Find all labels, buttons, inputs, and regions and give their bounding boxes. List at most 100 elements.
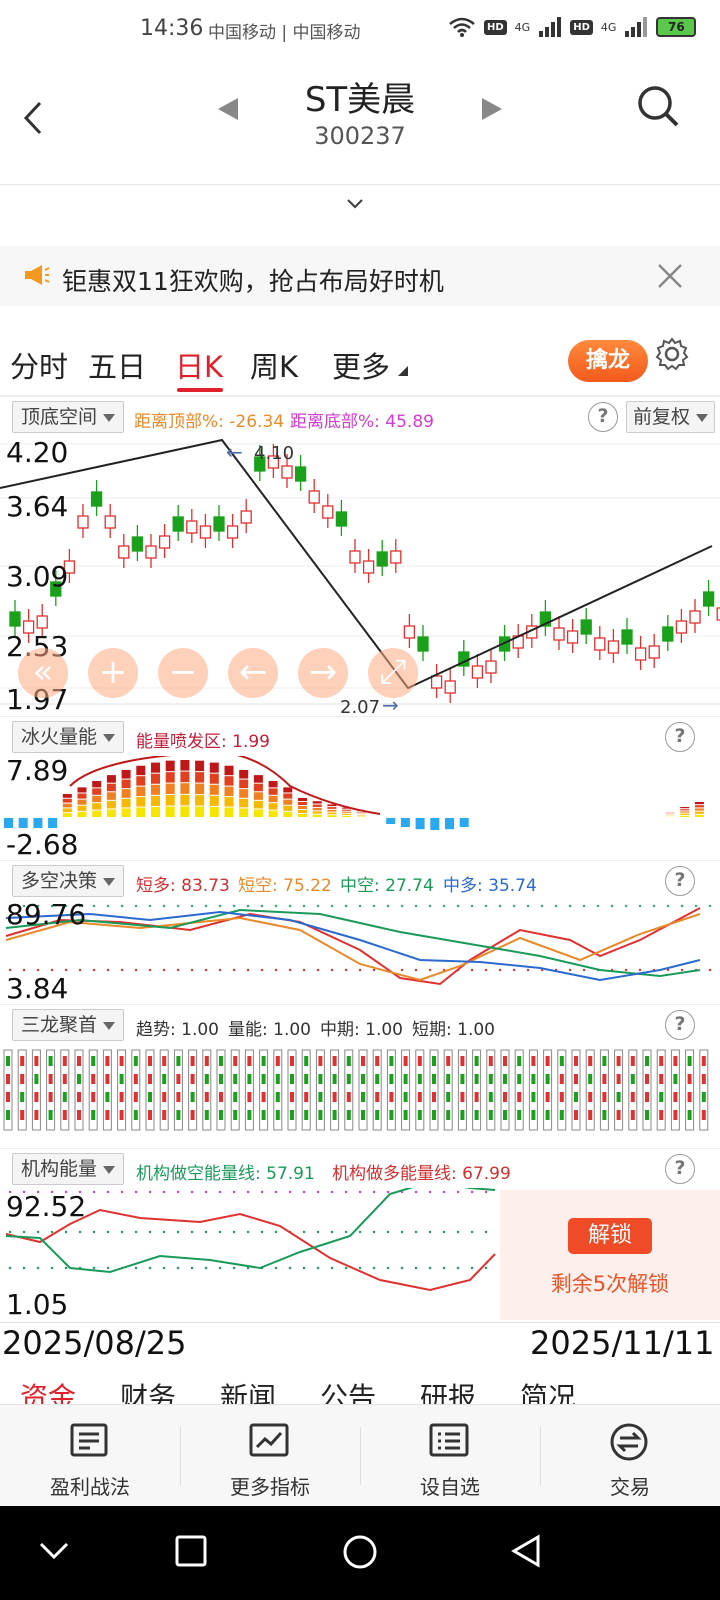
sanlong-mark: [446, 1092, 451, 1102]
unlock-button[interactable]: 解锁: [568, 1218, 652, 1254]
tab-zhouk[interactable]: 周K: [250, 350, 299, 384]
search-icon[interactable]: [636, 84, 680, 128]
sanlong-mark: [247, 1110, 252, 1120]
dotted-guide: [344, 1230, 348, 1234]
nav-back-icon[interactable]: [510, 1534, 544, 1568]
kline-indicator-dropdown[interactable]: 顶底空间: [12, 401, 125, 433]
energy-indicator-dropdown[interactable]: 冰火量能: [12, 721, 125, 753]
adjust-button[interactable]: 前复权: [626, 401, 716, 433]
jigou-chart[interactable]: [0, 1188, 500, 1322]
duokong-y-bottom: 3.84: [6, 972, 69, 1005]
dotted-guide: [218, 904, 222, 908]
tab-news[interactable]: 新闻: [220, 1381, 277, 1404]
qinlong-button[interactable]: 擒龙: [568, 340, 648, 382]
promo-banner[interactable]: 钜惠双11狂欢购，抢占布局好时机: [0, 246, 720, 306]
tab-wuri[interactable]: 五日: [88, 350, 147, 384]
tab-rik[interactable]: 日K: [175, 350, 224, 384]
double-left-icon[interactable]: «: [18, 648, 68, 698]
candle-body: [50, 581, 62, 597]
sanlong-cell: [486, 1049, 496, 1131]
sanlong-mark: [701, 1074, 706, 1084]
sanlong-mark: [304, 1110, 309, 1120]
sanlong-mark: [176, 1092, 181, 1102]
sanlong-mark: [105, 1056, 110, 1066]
zoom-out-icon[interactable]: −: [158, 648, 208, 698]
dotted-guide: [680, 968, 684, 972]
sanlong-chart[interactable]: [0, 1044, 720, 1146]
toolbar-trade[interactable]: 交易: [540, 1405, 720, 1507]
toolbar-divider: [180, 1427, 181, 1485]
duokong-indicator-bar: 多空决策 短多: 83.73 短空: 75.22 中空: 27.74 中多: 3…: [0, 860, 720, 900]
sanlong-cell: [259, 1049, 269, 1131]
tab-announcement[interactable]: 公告: [320, 1381, 377, 1404]
dotted-guide: [498, 968, 502, 972]
energy-chart[interactable]: [0, 756, 720, 858]
dotted-guide: [162, 1266, 166, 1270]
sanlong-cell: [244, 1049, 254, 1131]
duokong-chart[interactable]: [0, 900, 720, 1002]
dotted-guide: [22, 968, 26, 972]
energy-bar: [62, 803, 72, 808]
back-icon[interactable]: [22, 100, 44, 136]
jigou-indicator-dropdown[interactable]: 机构能量: [12, 1153, 125, 1185]
sanlong-mark: [361, 1110, 365, 1120]
sanlong-mark: [588, 1074, 593, 1084]
energy-y-top: 7.89: [6, 754, 69, 787]
gear-icon[interactable]: [654, 336, 690, 372]
tab-capital[interactable]: 资金: [20, 1381, 77, 1404]
dotted-guide: [330, 1266, 334, 1270]
energy-curve: [69, 756, 381, 815]
dotted-guide: [204, 1190, 208, 1194]
jigou-help-icon[interactable]: ?: [665, 1154, 695, 1184]
next-stock-icon[interactable]: [480, 96, 504, 122]
dotted-guide: [386, 1190, 390, 1194]
zoom-in-icon[interactable]: +: [88, 648, 138, 698]
energy-bar: [312, 801, 322, 804]
right-arrow-icon[interactable]: →: [298, 648, 348, 698]
tab-more[interactable]: 更多: [332, 350, 391, 384]
tab-research[interactable]: 研报: [420, 1381, 477, 1404]
candle-body: [594, 637, 606, 651]
sanlong-help-icon[interactable]: ?: [665, 1010, 695, 1040]
close-icon[interactable]: [656, 262, 684, 290]
expand-icon[interactable]: ⤢: [368, 648, 418, 698]
dotted-guide: [50, 1266, 54, 1270]
dotted-guide: [666, 904, 670, 908]
toolbar-strategy[interactable]: 盈利战法: [0, 1405, 180, 1507]
energy-help-icon[interactable]: ?: [665, 722, 695, 752]
sanlong-mark: [446, 1056, 451, 1066]
nav-home-icon[interactable]: [342, 1534, 378, 1570]
expand-chevron-icon[interactable]: [345, 197, 365, 211]
tab-finance[interactable]: 财务: [120, 1381, 177, 1404]
energy-bar: [312, 811, 322, 814]
energy-bar: [62, 813, 72, 817]
prev-stock-icon[interactable]: [216, 96, 240, 122]
nav-collapse-icon[interactable]: [38, 1540, 70, 1562]
kline-chart[interactable]: [0, 436, 720, 716]
energy-bar: [165, 806, 175, 817]
dotted-guide: [694, 904, 698, 908]
left-arrow-icon[interactable]: ←: [228, 648, 278, 698]
sanlong-mark: [290, 1074, 294, 1084]
dotted-guide: [372, 1266, 376, 1270]
duokong-indicator-dropdown[interactable]: 多空决策: [12, 865, 125, 897]
signal-icon: [539, 17, 562, 37]
sanlong-mark: [162, 1074, 167, 1084]
toolbar-watchlist[interactable]: 设自选: [360, 1405, 540, 1507]
dotted-guide: [358, 968, 362, 972]
sanlong-cell: [273, 1049, 283, 1131]
duokong-help-icon[interactable]: ?: [665, 866, 695, 896]
sanlong-indicator-dropdown[interactable]: 三龙聚首: [12, 1009, 125, 1041]
dotted-guide: [624, 904, 628, 908]
sanlong-mark: [318, 1092, 323, 1102]
tab-profile[interactable]: 简况: [520, 1381, 577, 1404]
sanlong-mark: [290, 1056, 294, 1066]
dotted-guide: [274, 1190, 278, 1194]
unlock-remaining-text: 剩余5次解锁: [550, 1272, 670, 1296]
nav-recent-icon[interactable]: [174, 1534, 208, 1568]
toolbar-more-indicators[interactable]: 更多指标: [180, 1405, 360, 1507]
tab-fenshi[interactable]: 分时: [10, 350, 69, 384]
help-icon[interactable]: ?: [588, 402, 618, 432]
hd-badge-2: HD: [570, 19, 593, 35]
unlock-panel: 解锁 剩余5次解锁: [500, 1190, 720, 1320]
